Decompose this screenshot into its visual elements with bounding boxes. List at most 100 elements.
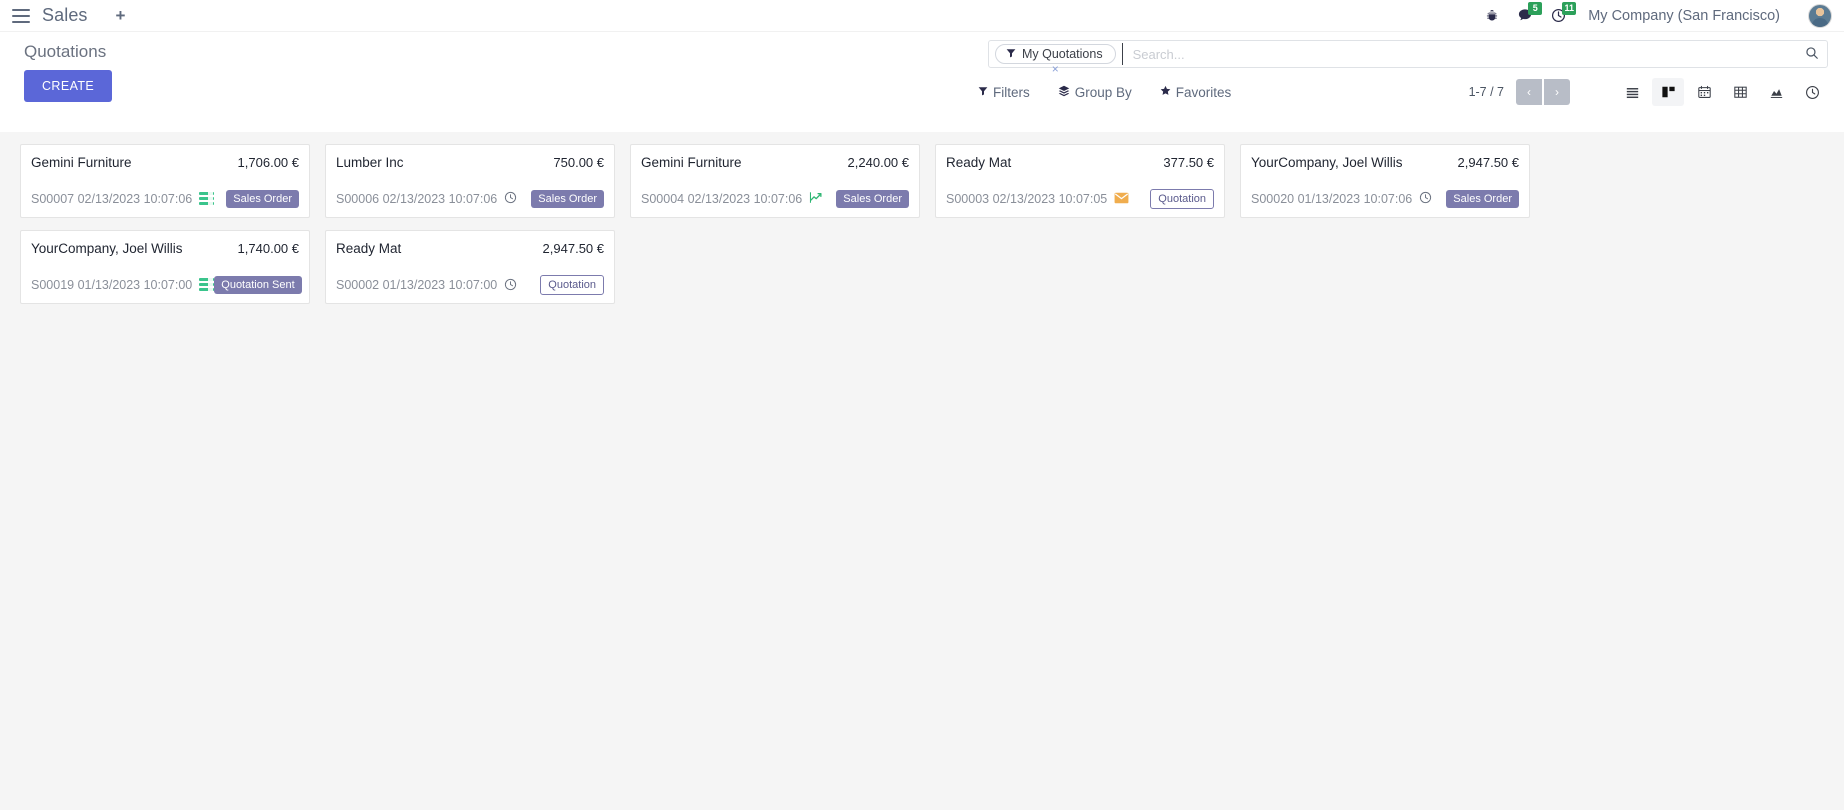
kanban-card-amount: 750.00 €: [553, 155, 604, 170]
view-switcher: [1616, 78, 1828, 106]
search-icon[interactable]: [1805, 46, 1819, 63]
control-panel: Quotations CREATE My Quotations ×: [0, 32, 1844, 132]
kanban-card-activity: [1114, 192, 1129, 206]
kanban-card-activity: [504, 278, 517, 293]
kanban-card-activity: [809, 191, 823, 206]
kanban-card[interactable]: Gemini Furniture 2,240.00 € S00004 02/13/2…: [630, 144, 920, 219]
status-badge: Sales Order: [531, 190, 604, 209]
kanban-card-header: Gemini Furniture 1,706.00 €: [31, 155, 299, 170]
kanban-card-grid: Gemini Furniture 1,706.00 € S00007 02/13/2…: [20, 144, 1824, 305]
kanban-card[interactable]: Ready Mat 377.50 € S00003 02/13/2023 10:07…: [935, 144, 1225, 219]
search-facet-label: My Quotations: [1022, 47, 1103, 61]
group-by-menu[interactable]: Group By: [1058, 85, 1132, 100]
user-avatar[interactable]: [1808, 3, 1832, 28]
kanban-card-partner: YourCompany, Joel Willis: [31, 241, 183, 257]
filter-funnel-icon: [1006, 48, 1016, 61]
kanban-card-reference: S00003 02/13/2023 10:07:05: [946, 192, 1108, 207]
kanban-card[interactable]: Lumber Inc 750.00 € S00006 02/13/2023 10:0…: [325, 144, 615, 219]
graph-view-icon[interactable]: [1760, 78, 1792, 106]
kanban-card-header: YourCompany, Joel Willis 2,947.50 €: [1251, 155, 1519, 170]
search-input[interactable]: [1121, 43, 1805, 65]
status-badge: Quotation: [540, 275, 604, 296]
kanban-card-status-wrap: Quotation Sent: [214, 275, 302, 295]
status-badge: Quotation: [1150, 189, 1214, 210]
activities-count-badge: 11: [1562, 2, 1577, 15]
hamburger-menu-icon[interactable]: [8, 5, 34, 27]
filter-funnel-icon: [978, 86, 988, 99]
kanban-card-footer: S00007 02/13/2023 10:07:06 Sales Order: [31, 189, 299, 209]
kanban-card-status-wrap: Quotation: [540, 275, 604, 296]
kanban-card-activity: [504, 191, 517, 206]
navbar-right-group: 5 11 My Company (San Francisco): [1485, 2, 1832, 28]
kanban-view-container: Gemini Furniture 1,706.00 € S00007 02/13/2…: [0, 132, 1844, 810]
bug-icon[interactable]: [1485, 9, 1499, 23]
search-facet-my-quotations[interactable]: My Quotations ×: [995, 44, 1116, 75]
messages-icon[interactable]: 5: [1517, 2, 1543, 23]
pager-range: 1-7 / 7: [1468, 85, 1504, 99]
list-view-icon[interactable]: [1616, 78, 1648, 106]
clock-icon[interactable]: [504, 191, 517, 206]
kanban-card-status-wrap: Quotation: [1150, 189, 1214, 210]
favorites-menu[interactable]: Favorites: [1160, 84, 1232, 100]
kanban-card-amount: 1,706.00 €: [237, 155, 299, 170]
search-bar[interactable]: My Quotations ×: [988, 40, 1828, 75]
company-switcher[interactable]: My Company (San Francisco): [1588, 7, 1780, 24]
kanban-card-footer: S00004 02/13/2023 10:07:06 Sales Order: [641, 189, 909, 209]
kanban-card-partner: Ready Mat: [336, 241, 402, 257]
activity-view-icon[interactable]: [1796, 78, 1828, 106]
kanban-card[interactable]: Gemini Furniture 1,706.00 € S00007 02/13/2…: [20, 144, 310, 219]
kanban-card-activity: [1419, 191, 1432, 206]
create-button[interactable]: CREATE: [24, 70, 113, 102]
search-dropdown-menus: Filters Group By Favorites: [978, 85, 1231, 100]
activities-clock-icon[interactable]: 11: [1551, 2, 1577, 23]
kanban-card-status-wrap: Sales Order: [1446, 189, 1519, 209]
pager: 1-7 / 7 ‹ ›: [1469, 78, 1828, 106]
calendar-view-icon[interactable]: [1688, 78, 1720, 106]
line-chart-icon[interactable]: [809, 191, 823, 206]
kanban-card[interactable]: YourCompany, Joel Willis 2,947.50 € S00020…: [1240, 144, 1530, 219]
kanban-card-activity: [199, 278, 215, 292]
control-panel-actions: Filters Group By Favorites: [928, 78, 1828, 106]
filters-menu[interactable]: Filters: [978, 85, 1030, 100]
kanban-card-amount: 2,240.00 €: [847, 155, 909, 170]
kanban-card[interactable]: Ready Mat 2,947.50 € S00002 01/13/2023 10:…: [325, 230, 615, 305]
kanban-card-footer: S00006 02/13/2023 10:07:06 Sales Order: [336, 189, 604, 209]
kanban-card-header: Ready Mat 377.50 €: [946, 155, 1214, 170]
kanban-card-reference: S00004 02/13/2023 10:07:06: [641, 191, 803, 206]
kanban-card-activity: [199, 192, 215, 206]
kanban-card-amount: 377.50 €: [1163, 155, 1214, 170]
kanban-card-partner: Gemini Furniture: [641, 155, 742, 170]
tasks-list-icon[interactable]: [199, 192, 215, 206]
messages-count-badge: 5: [1528, 2, 1543, 15]
favorites-menu-label: Favorites: [1175, 84, 1232, 100]
kanban-card-status-wrap: Sales Order: [836, 189, 909, 209]
status-badge: Sales Order: [1446, 190, 1519, 209]
pivot-view-icon[interactable]: [1724, 78, 1756, 106]
kanban-card-reference: S00019 01/13/2023 10:07:00: [31, 277, 193, 292]
top-navbar: Sales + 5 11 My Company (San Francisco): [0, 0, 1844, 32]
kanban-card-reference: S00006 02/13/2023 10:07:06: [336, 191, 498, 206]
kanban-card[interactable]: YourCompany, Joel Willis 1,740.00 € S00019…: [20, 230, 310, 305]
kanban-card-partner: Lumber Inc: [336, 155, 404, 170]
tasks-list-icon[interactable]: [199, 278, 215, 292]
search-facet-remove-icon[interactable]: ×: [1051, 62, 1059, 76]
kanban-view-icon[interactable]: [1652, 78, 1684, 106]
kanban-card-status-wrap: Sales Order: [226, 189, 299, 209]
star-icon: [1160, 85, 1171, 99]
status-badge: Sales Order: [836, 190, 909, 209]
kanban-card-reference: S00007 02/13/2023 10:07:06: [31, 191, 193, 206]
envelope-icon[interactable]: [1114, 192, 1129, 206]
kanban-card-partner: Ready Mat: [946, 155, 1012, 170]
pager-next-button[interactable]: ›: [1544, 79, 1570, 105]
pager-previous-button[interactable]: ‹: [1516, 79, 1542, 105]
status-badge: Quotation Sent: [214, 276, 302, 295]
clock-icon[interactable]: [1419, 191, 1432, 206]
control-panel-left: Quotations CREATE: [24, 42, 113, 102]
add-tab-plus-icon[interactable]: +: [115, 6, 126, 25]
layers-icon: [1058, 85, 1070, 100]
app-name[interactable]: Sales: [42, 5, 88, 25]
group-by-menu-label: Group By: [1074, 84, 1132, 100]
kanban-card-amount: 2,947.50 €: [542, 241, 604, 257]
clock-icon[interactable]: [504, 278, 517, 293]
page-title: Quotations: [24, 42, 107, 61]
